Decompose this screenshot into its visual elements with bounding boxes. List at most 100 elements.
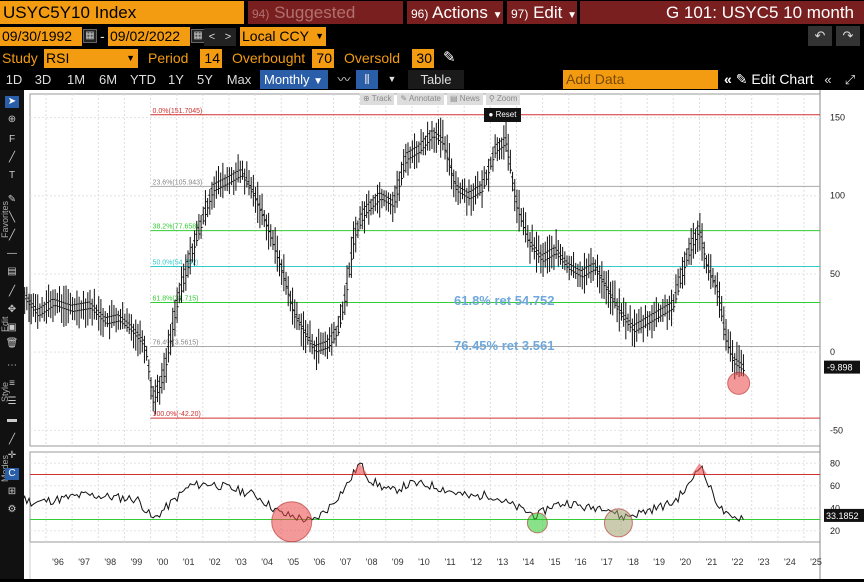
x-tick-label: '08: [366, 557, 378, 567]
edit-chart-button[interactable]: « ✎ Edit Chart: [724, 70, 814, 89]
zoom-icon: ⚲: [488, 94, 495, 103]
calendar-icon[interactable]: ▦: [191, 29, 205, 43]
crosshair-icon[interactable]: ⊕: [7, 114, 17, 125]
calendar-icon[interactable]: ▦: [83, 29, 97, 43]
pen-icon[interactable]: ✎: [7, 194, 17, 205]
fib-label: 23.6%(105.943): [153, 179, 203, 186]
timeframe-ytd[interactable]: YTD: [130, 72, 156, 87]
news-icon: ▤: [450, 94, 458, 103]
end-date-field[interactable]: 09/02/2022: [108, 27, 190, 46]
timeframe-5y[interactable]: 5Y: [197, 72, 213, 87]
color-icon[interactable]: ▬: [7, 414, 17, 425]
actions-label: Actions: [432, 3, 488, 22]
track-tool[interactable]: ⊕ Track: [360, 93, 395, 105]
chevron-down-icon: ▼: [492, 10, 503, 21]
x-tick-label: '20: [679, 557, 691, 567]
oversold-input[interactable]: 30: [412, 49, 434, 68]
study-value: RSI: [46, 50, 70, 66]
expand-icon[interactable]: ⤢: [844, 72, 856, 87]
x-tick-label: '19: [653, 557, 665, 567]
ticker-field[interactable]: USYC5Y10 Index: [0, 1, 244, 24]
redo-icon[interactable]: ↷: [836, 26, 860, 46]
fib-label: 76.4%(3.5615): [153, 340, 199, 347]
hline-icon[interactable]: —: [7, 248, 17, 259]
move-icon[interactable]: ✥: [7, 304, 17, 315]
fib-label: 38.2%(77.658): [153, 224, 199, 231]
eraser-icon[interactable]: ╱: [8, 434, 16, 445]
price-tick-label: -50: [830, 425, 843, 435]
lock-icon[interactable]: ⊞: [7, 486, 17, 497]
trash-icon[interactable]: 🗑: [5, 338, 19, 349]
x-tick-label: '11: [445, 557, 456, 567]
x-tick-label: '04: [261, 557, 273, 567]
reset-button[interactable]: ● Reset: [484, 108, 521, 122]
magnet-icon[interactable]: C: [5, 468, 19, 480]
frequency-select[interactable]: Monthly ▼: [260, 70, 328, 89]
line-width-icon[interactable]: ≡: [9, 378, 15, 389]
study-bar: Study RSI ▼ Period 14 Overbought 70 Over…: [0, 47, 864, 69]
x-tick-label: '22: [732, 557, 744, 567]
pencil-icon[interactable]: ✎: [443, 49, 456, 66]
timeframe-3d[interactable]: 3D: [34, 72, 52, 87]
timeframe-1d[interactable]: 1D: [5, 72, 23, 87]
rsi-tick-label: 80: [830, 458, 840, 468]
next-period-button[interactable]: >: [220, 28, 236, 46]
line-chart-icon[interactable]: 〰: [337, 72, 351, 87]
fibonacci-icon[interactable]: F: [8, 134, 16, 145]
x-tick-label: '18: [627, 557, 639, 567]
price-tick-label: 50: [830, 269, 840, 279]
add-data-input[interactable]: Add Data: [563, 70, 718, 89]
study-select[interactable]: RSI ▼: [44, 49, 138, 68]
suggested-charts-menu[interactable]: 94) Suggested Charts: [248, 1, 403, 47]
overbought-label: Overbought: [232, 50, 306, 66]
chart-area[interactable]: '96 '97 '98 '99 '00 '01 '02 '03 '04 '05 '06 '07 '08 '…: [0, 90, 864, 579]
prev-period-button[interactable]: <: [204, 28, 220, 46]
overbought-fill: [691, 463, 708, 475]
draw-icon[interactable]: ╱: [8, 286, 16, 297]
line-weight-icon[interactable]: ☰: [7, 396, 17, 407]
timeframe-6m[interactable]: 6M: [98, 72, 118, 87]
crosshair-mode-icon[interactable]: ✛: [7, 450, 17, 461]
highlight-circle: [727, 371, 751, 395]
rsi-tick-label: 60: [830, 481, 840, 491]
timeframe-max[interactable]: Max: [226, 72, 252, 87]
currency-select[interactable]: Local CCY ▼: [240, 27, 326, 46]
suggested-num: 94): [252, 7, 270, 21]
x-tick-label: '13: [496, 557, 508, 567]
x-tick-label: '01: [183, 557, 195, 567]
brush-icon[interactable]: ╲: [8, 212, 16, 223]
chevron-down-icon[interactable]: ▼: [387, 74, 397, 84]
copy-icon[interactable]: ▣: [7, 322, 17, 333]
x-tick-label: '15: [549, 557, 561, 567]
timeframe-1y[interactable]: 1Y: [168, 72, 184, 87]
cursor-icon[interactable]: ➤: [5, 96, 19, 108]
x-tick-label: '24: [784, 557, 796, 567]
collapse-icon[interactable]: «: [824, 72, 832, 87]
candlestick-icon[interactable]: ⫴: [356, 70, 378, 89]
wrench-icon: ✎: [735, 71, 748, 87]
undo-icon[interactable]: ↶: [808, 26, 832, 46]
table-button[interactable]: Table: [408, 70, 464, 89]
overbought-input[interactable]: 70: [312, 49, 334, 68]
start-date-field[interactable]: 09/30/1992: [0, 27, 82, 46]
gear-icon[interactable]: ⚙: [7, 504, 17, 515]
x-tick-label: '09: [392, 557, 404, 567]
retracement-annotation: 61.8% ret 54.752: [454, 293, 554, 308]
zoom-tool[interactable]: ⚲ Zoom: [485, 93, 521, 105]
trendline-icon[interactable]: ╱: [8, 152, 16, 163]
period-input[interactable]: 14: [200, 49, 222, 68]
line-style-icon[interactable]: ⋯: [7, 360, 17, 371]
text-icon[interactable]: T: [8, 170, 16, 181]
x-tick-label: '16: [575, 557, 587, 567]
date-separator: -: [100, 28, 105, 44]
fib-label: 50.0%(54.752): [153, 259, 199, 266]
reset-icon: ●: [488, 110, 494, 119]
timeframe-1m[interactable]: 1M: [66, 72, 86, 87]
actions-menu[interactable]: 96) Actions ▼: [407, 1, 503, 24]
ray-icon[interactable]: ╱: [8, 230, 16, 241]
channel-icon[interactable]: ▤: [7, 266, 17, 277]
annotate-tool[interactable]: ✎ Annotate: [397, 93, 444, 105]
edit-menu[interactable]: 97) Edit ▼: [507, 1, 577, 24]
news-label: News: [459, 94, 480, 103]
news-tool[interactable]: ▤ News: [447, 93, 483, 105]
